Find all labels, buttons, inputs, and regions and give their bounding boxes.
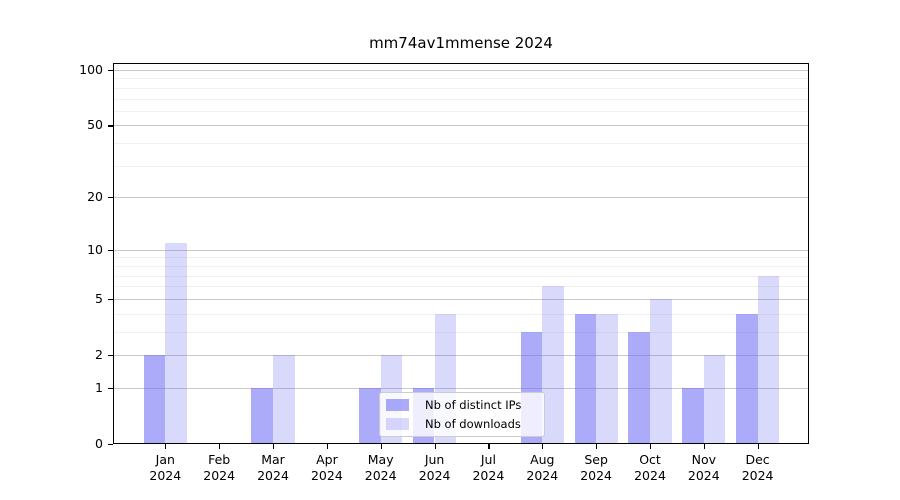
gridline-major-1 xyxy=(113,387,809,389)
x-tick-mark-jun xyxy=(434,444,436,449)
x-tick-label-apr: Apr 2024 xyxy=(310,452,343,483)
gridline-major-100 xyxy=(113,70,809,71)
x-tick-mark-oct xyxy=(650,444,652,449)
legend-item-distinct-ips: Nb of distinct IPs xyxy=(386,398,536,412)
gridline-major-50 xyxy=(113,125,809,127)
gridline-minor-70 xyxy=(113,98,809,100)
x-tick-mark-may xyxy=(380,444,382,449)
legend-swatch-distinct-ips xyxy=(386,399,409,411)
x-tick-label-jun: Jun 2024 xyxy=(418,452,451,483)
y-tick-mark-5 xyxy=(108,298,113,300)
bar-distinct-ips-may xyxy=(359,387,381,444)
bar-distinct-ips-oct xyxy=(628,331,650,444)
gridline-minor-9 xyxy=(113,257,809,259)
y-tick-label-50: 50 xyxy=(87,117,103,133)
y-tick-mark-100 xyxy=(108,70,113,72)
gridline-minor-60 xyxy=(113,110,809,112)
legend-label-distinct-ips: Nb of distinct IPs xyxy=(425,398,522,412)
gridline-minor-30 xyxy=(113,165,809,167)
gridline-major-20 xyxy=(113,197,809,199)
gridline-minor-3 xyxy=(113,331,809,333)
x-tick-mark-aug xyxy=(542,444,544,449)
x-tick-mark-dec xyxy=(757,444,759,449)
bar-downloads-dec xyxy=(757,275,780,444)
chart-title: mm74av1mmense 2024 xyxy=(369,34,553,52)
gridline-minor-4 xyxy=(113,313,809,315)
x-tick-label-oct: Oct 2024 xyxy=(634,452,666,483)
gridline-major-10 xyxy=(113,249,809,251)
x-tick-label-jul: Jul 2024 xyxy=(472,452,505,483)
plot-area: Nb of distinct IPs Nb of downloads 100 50… xyxy=(79,62,809,483)
bar-distinct-ips-nov xyxy=(682,387,704,444)
bar-distinct-ips-sep xyxy=(574,313,597,444)
legend-swatch-downloads xyxy=(386,418,409,430)
legend: Nb of distinct IPs Nb of downloads xyxy=(379,392,545,437)
x-tick-mark-feb xyxy=(219,444,221,449)
x-tick-mark-nov xyxy=(703,444,705,449)
gridline-major-5 xyxy=(113,298,809,300)
y-tick-mark-1 xyxy=(108,387,113,389)
legend-label-downloads: Nb of downloads xyxy=(425,417,521,431)
x-tick-mark-jan xyxy=(165,444,167,449)
y-tick-mark-20 xyxy=(108,197,113,199)
gridline-minor-7 xyxy=(113,275,809,277)
gridline-minor-40 xyxy=(113,143,809,145)
x-tick-label-dec: Dec 2024 xyxy=(741,452,774,483)
x-tick-label-aug: Aug 2024 xyxy=(526,452,559,483)
y-tick-mark-0 xyxy=(108,444,113,446)
y-tick-label-5: 5 xyxy=(95,290,103,306)
y-tick-label-20: 20 xyxy=(87,189,103,205)
y-tick-label-10: 10 xyxy=(87,241,103,257)
y-tick-label-100: 100 xyxy=(79,62,103,77)
x-tick-mark-jul xyxy=(488,444,490,449)
y-tick-mark-2 xyxy=(108,355,113,357)
bar-downloads-jan xyxy=(165,242,187,444)
y-tick-label-2: 2 xyxy=(95,347,103,362)
x-tick-mark-sep xyxy=(596,444,598,449)
y-tick-label-0: 0 xyxy=(95,436,103,451)
gridline-minor-8 xyxy=(113,265,809,267)
x-tick-mark-mar xyxy=(273,444,275,449)
x-tick-label-nov: Nov 2024 xyxy=(687,452,720,483)
gridline-minor-6 xyxy=(113,286,809,288)
gridline-major-2 xyxy=(113,355,809,356)
bar-downloads-mar xyxy=(273,355,295,444)
legend-item-downloads: Nb of downloads xyxy=(386,417,536,431)
bar-downloads-nov xyxy=(703,355,726,444)
bar-downloads-sep xyxy=(596,313,618,444)
x-tick-mark-apr xyxy=(326,444,329,449)
bar-distinct-ips-jan xyxy=(143,355,166,444)
gridline-minor-80 xyxy=(113,87,809,89)
x-tick-label-may: May 2024 xyxy=(364,452,397,483)
bar-distinct-ips-mar xyxy=(251,387,273,444)
y-tick-mark-50 xyxy=(108,125,113,127)
bar-downloads-aug xyxy=(542,286,564,444)
x-tick-label-feb: Feb 2024 xyxy=(203,452,236,483)
y-tick-mark-10 xyxy=(108,249,113,251)
bar-distinct-ips-dec xyxy=(736,313,758,444)
y-tick-label-1: 1 xyxy=(95,379,103,395)
x-tick-label-mar: Mar 2024 xyxy=(257,452,289,483)
x-tick-label-sep: Sep 2024 xyxy=(580,452,612,483)
gridline-minor-90 xyxy=(113,78,809,80)
bar-downloads-oct xyxy=(650,298,672,444)
x-tick-label-jan: Jan 2024 xyxy=(149,452,182,483)
